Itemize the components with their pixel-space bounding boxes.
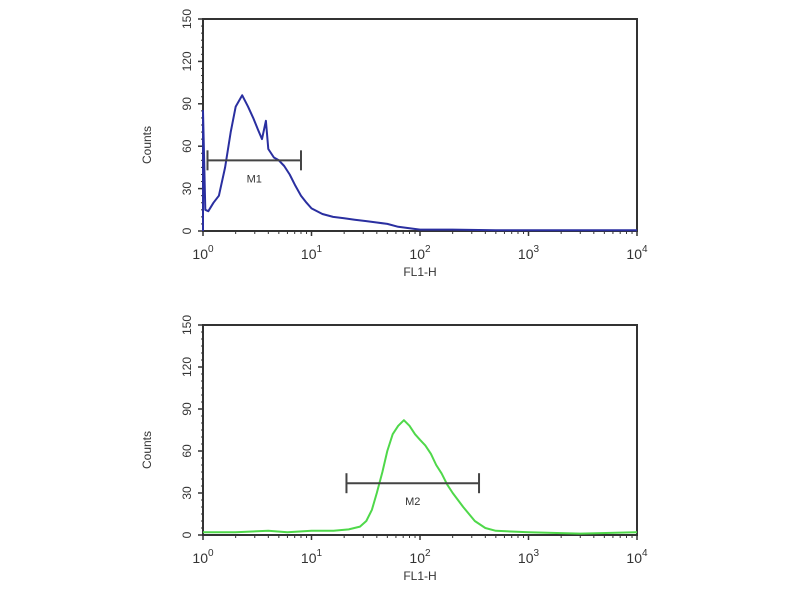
y-axis-label: Counts [140, 126, 154, 164]
x-tick-label: 102 [409, 244, 431, 262]
x-tick-label: 102 [409, 548, 431, 566]
x-tick-label: 104 [626, 548, 648, 566]
histogram-panel-2: 0 30 60 90 120 150 100 101 102 103 104 FL1-H Counts M… [140, 315, 648, 583]
x-axis-label: FL1-H [403, 569, 436, 583]
marker-label: M2 [405, 496, 420, 508]
y-tick-label: 150 [180, 9, 194, 29]
y-tick-label: 60 [180, 139, 194, 153]
y-axis-label: Counts [140, 431, 154, 469]
y-tick-label: 120 [180, 51, 194, 71]
x-tick-label: 103 [518, 244, 540, 262]
histogram-panel-1: 0 30 60 90 120 150 100 101 102 103 104 FL1-H Counts M… [140, 9, 648, 279]
x-tick-label: 100 [192, 548, 214, 566]
x-tick-label: 101 [301, 548, 323, 566]
y-tick-label: 60 [180, 444, 194, 458]
x-tick-label: 101 [301, 244, 323, 262]
y-tick-label: 30 [180, 486, 194, 500]
x-tick-label: 104 [626, 244, 648, 262]
y-tick-label: 30 [180, 182, 194, 196]
y-tick-label: 90 [180, 402, 194, 416]
y-tick-label: 0 [180, 531, 194, 538]
y-tick-label: 0 [180, 227, 194, 234]
histogram-line [202, 94, 637, 232]
x-axis-label: FL1-H [403, 265, 436, 279]
y-tick-label: 90 [180, 97, 194, 111]
x-tick-label: 103 [518, 548, 540, 566]
marker-label: M1 [247, 173, 262, 185]
histogram-line [203, 419, 638, 535]
y-tick-label: 150 [180, 315, 194, 335]
y-tick-label: 120 [180, 357, 194, 377]
x-tick-label: 100 [192, 244, 214, 262]
plot-frame [202, 324, 638, 536]
plot-frame [202, 18, 638, 232]
